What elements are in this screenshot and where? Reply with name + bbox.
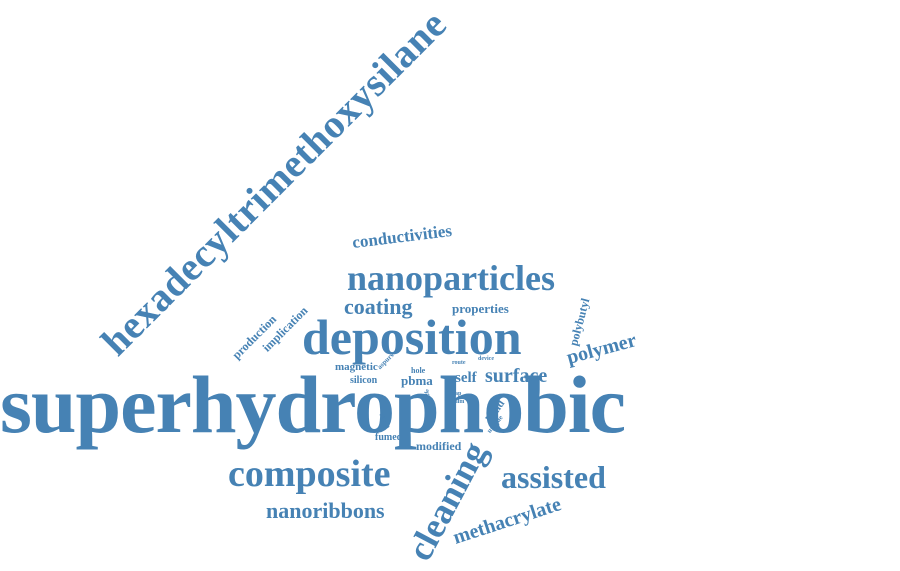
word-deposition: deposition	[302, 312, 522, 362]
word-gap: gap	[452, 391, 461, 397]
word-nanoparticles: nanoparticles	[347, 260, 555, 296]
word-route: route	[452, 360, 466, 366]
word-fumed: fumed	[375, 433, 402, 443]
word-assisted: assisted	[501, 461, 606, 493]
word-polybutyl: polybutyl	[567, 297, 591, 347]
word-surface: surface	[485, 366, 547, 386]
word-film: film	[454, 399, 464, 405]
word-composite: composite	[228, 455, 391, 493]
word-pbma: pbma	[401, 374, 433, 387]
word-conductivities: conductivities	[351, 222, 452, 251]
word-self: self	[455, 371, 477, 386]
word-cleaning: cleaning	[401, 436, 493, 566]
word-nanoribbons: nanoribbons	[266, 500, 385, 522]
word-device: device	[478, 356, 494, 362]
word-magnetic: magnetic	[335, 362, 378, 373]
word-silicon: silicon	[350, 376, 377, 386]
